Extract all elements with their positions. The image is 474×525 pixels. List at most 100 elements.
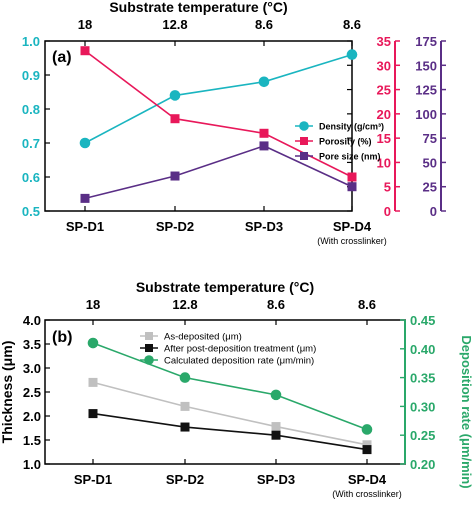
y-tick-label-left-a: 1.0 bbox=[22, 34, 40, 49]
y-axis-title-left-b: Thickness (μm) bbox=[0, 341, 15, 444]
y-tick-label-left-a: 0.6 bbox=[22, 170, 40, 185]
y-tick-label-right1-a: 30 bbox=[377, 58, 391, 73]
y-tick-label-right-b: 0.30 bbox=[410, 399, 435, 414]
data-point-a-0 bbox=[346, 49, 358, 60]
series-line-a-0 bbox=[84, 53, 353, 144]
legend-label-b-0: As-deposited (μm) bbox=[164, 332, 242, 343]
x-tick-label-b: SP-D2 bbox=[166, 472, 204, 487]
data-point-a-2 bbox=[80, 193, 90, 203]
legend-marker-a-1 bbox=[300, 137, 308, 145]
data-point-b-1 bbox=[271, 430, 281, 440]
legend-marker-b-2 bbox=[144, 355, 154, 365]
y-tick-label-right2-a: 75 bbox=[423, 131, 437, 146]
data-point-b-1 bbox=[88, 409, 98, 419]
panel-label-a: (a) bbox=[52, 49, 72, 66]
y-tick-label-right2-a: 100 bbox=[415, 107, 437, 122]
data-point-a-1 bbox=[80, 46, 90, 56]
x-tick-label-a: SP-D4 bbox=[333, 219, 372, 234]
category-note-a: (With crosslinker) bbox=[317, 236, 387, 246]
legend-label-a-1: Porosity (%) bbox=[319, 137, 372, 147]
top-axis-title-b: Substrate temperature (°C) bbox=[136, 279, 314, 295]
y-tick-label-left-a: 0.8 bbox=[22, 102, 40, 117]
y-tick-label-left-b: 4.0 bbox=[23, 313, 41, 328]
y-tick-label-left-b: 1.0 bbox=[23, 457, 41, 472]
legend-label-a-0: Density (g/cm³) bbox=[319, 122, 384, 132]
y-tick-label-right-b: 0.40 bbox=[410, 342, 435, 357]
top-tick-label-b: 18 bbox=[86, 297, 100, 312]
data-point-a-0 bbox=[169, 90, 181, 101]
y-tick-label-right2-a: 25 bbox=[423, 180, 437, 195]
data-point-a-0 bbox=[258, 76, 270, 88]
top-tick-label-a: 18 bbox=[78, 17, 92, 32]
plot-frame-a bbox=[44, 40, 353, 212]
y-tick-label-right1-a: 0 bbox=[384, 204, 391, 219]
top-tick-label-b: 8.6 bbox=[267, 297, 285, 312]
data-point-b-0 bbox=[180, 401, 190, 411]
series-line-b-1 bbox=[92, 412, 368, 451]
y-tick-label-right1-a: 25 bbox=[377, 83, 391, 98]
data-point-a-0 bbox=[79, 137, 91, 149]
legend-marker-b-0 bbox=[145, 332, 153, 340]
y-tick-label-left-b: 3.5 bbox=[23, 337, 41, 352]
x-tick-label-b: SP-D3 bbox=[257, 472, 295, 487]
y-tick-label-right2-a: 150 bbox=[415, 58, 437, 73]
data-point-a-2 bbox=[347, 182, 357, 192]
legend-marker-a-0 bbox=[299, 121, 309, 131]
data-point-a-2 bbox=[170, 171, 180, 181]
x-tick-label-a: SP-D3 bbox=[245, 219, 283, 234]
data-point-a-1 bbox=[347, 172, 357, 182]
y-tick-label-left-b: 2.5 bbox=[23, 385, 41, 400]
data-point-b-0 bbox=[88, 377, 98, 387]
data-point-a-2 bbox=[259, 141, 269, 151]
data-point-b-2 bbox=[87, 337, 99, 349]
y-tick-label-right-b: 0.35 bbox=[410, 371, 435, 386]
y-tick-label-right2-a: 0 bbox=[430, 204, 437, 219]
y-tick-label-right1-a: 5 bbox=[384, 180, 391, 195]
y-tick-label-right-b: 0.20 bbox=[410, 457, 435, 472]
top-tick-label-a: 12.8 bbox=[162, 17, 187, 32]
y-tick-label-right1-a: 20 bbox=[377, 107, 391, 122]
legend-marker-a-2 bbox=[300, 152, 308, 160]
data-point-b-0 bbox=[362, 440, 372, 450]
data-point-b-1 bbox=[180, 422, 190, 432]
y-tick-label-left-a: 0.9 bbox=[22, 68, 40, 83]
data-point-b-2 bbox=[270, 389, 282, 401]
y-tick-label-right-b: 0.25 bbox=[410, 428, 435, 443]
series-line-b-2 bbox=[92, 342, 368, 431]
y-tick-label-left-b: 3.0 bbox=[23, 361, 41, 376]
data-point-b-0 bbox=[271, 422, 281, 432]
x-tick-label-a: SP-D2 bbox=[156, 219, 194, 234]
legend-label-b-2: Calculated deposition rate (μm/min) bbox=[164, 356, 314, 367]
y-tick-label-right2-a: 175 bbox=[415, 34, 437, 49]
y-tick-label-left-a: 0.7 bbox=[22, 136, 40, 151]
data-point-b-1 bbox=[362, 445, 372, 455]
x-tick-label-b: SP-D1 bbox=[74, 472, 112, 487]
category-note-b: (With crosslinker) bbox=[332, 489, 402, 499]
y-tick-label-right1-a: 35 bbox=[377, 34, 391, 49]
legend-label-b-1: After post-deposition treatment (μm) bbox=[164, 344, 316, 355]
y-tick-label-right2-a: 125 bbox=[415, 83, 437, 98]
series-line-b-0 bbox=[92, 381, 368, 446]
legend-label-a-2: Pore size (nm) bbox=[319, 152, 381, 162]
y-tick-label-left-b: 1.5 bbox=[23, 433, 41, 448]
series-line-a-2 bbox=[84, 145, 353, 200]
y-tick-label-right1-a: 10 bbox=[377, 155, 391, 170]
series-line-a-1 bbox=[84, 50, 353, 178]
y-tick-label-right-b: 0.45 bbox=[410, 313, 435, 328]
top-tick-label-b: 12.8 bbox=[172, 297, 197, 312]
panel-label-b: (b) bbox=[52, 329, 72, 346]
y-axis-title-right-b: Deposition rate (μm/min) bbox=[459, 335, 474, 488]
y-tick-label-right2-a: 50 bbox=[423, 155, 437, 170]
top-tick-label-b: 8.6 bbox=[358, 297, 376, 312]
data-point-a-1 bbox=[170, 114, 180, 124]
y-tick-label-left-b: 2.0 bbox=[23, 409, 41, 424]
y-tick-label-right1-a: 15 bbox=[377, 131, 391, 146]
x-tick-label-a: SP-D1 bbox=[66, 219, 104, 234]
data-point-a-1 bbox=[259, 128, 269, 138]
y-tick-label-left-a: 0.5 bbox=[22, 204, 40, 219]
data-point-b-2 bbox=[179, 372, 191, 383]
top-axis-title-a: Substrate temperature (°C) bbox=[109, 0, 287, 15]
top-tick-label-a: 8.6 bbox=[343, 17, 361, 32]
x-tick-label-b: SP-D4 bbox=[348, 472, 387, 487]
